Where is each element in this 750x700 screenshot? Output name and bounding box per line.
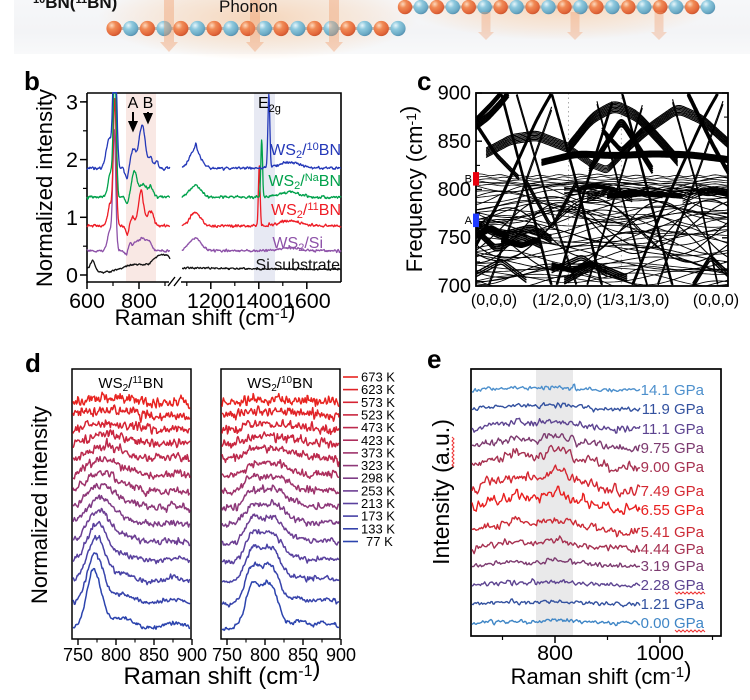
- svg-text:11.9 GPa: 11.9 GPa: [642, 401, 705, 418]
- svg-text:253 K: 253 K: [361, 483, 395, 498]
- svg-text:WS2/10BN: WS2/10BN: [270, 141, 341, 161]
- svg-text:323 K: 323 K: [361, 458, 395, 473]
- svg-text:d: d: [25, 348, 41, 378]
- svg-text:800: 800: [537, 641, 573, 665]
- svg-text:e: e: [427, 344, 441, 374]
- svg-text:c: c: [417, 66, 431, 96]
- svg-text:10BN(11BN): 10BN(11BN): [33, 0, 117, 12]
- svg-text:5.41 GPa: 5.41 GPa: [641, 524, 705, 541]
- svg-text:750: 750: [63, 645, 93, 665]
- svg-text:298 K: 298 K: [361, 471, 395, 486]
- svg-text:1600: 1600: [283, 289, 331, 313]
- svg-text:1.21 GPa: 1.21 GPa: [641, 596, 705, 613]
- svg-text:9.75 GPa: 9.75 GPa: [641, 440, 705, 457]
- svg-text:800: 800: [250, 645, 280, 665]
- svg-text:Si substrate: Si substrate: [256, 257, 341, 274]
- svg-text:750: 750: [438, 227, 471, 249]
- svg-text:800: 800: [438, 179, 471, 201]
- svg-text:623 K: 623 K: [361, 382, 395, 397]
- svg-text:133 K: 133 K: [361, 521, 395, 536]
- svg-text:213 K: 213 K: [361, 496, 395, 511]
- svg-text:373 K: 373 K: [361, 445, 395, 460]
- svg-text:7.49 GPa: 7.49 GPa: [641, 483, 705, 500]
- svg-text:77 K: 77 K: [366, 534, 393, 549]
- svg-text:WS2/10BN: WS2/10BN: [247, 375, 313, 394]
- svg-text:1400: 1400: [235, 289, 283, 313]
- svg-text:Phonon: Phonon: [219, 0, 278, 16]
- svg-text:2: 2: [66, 148, 78, 172]
- svg-text:WS2/NaBN: WS2/NaBN: [268, 172, 341, 192]
- svg-text:B: B: [465, 174, 472, 186]
- svg-text:423 K: 423 K: [361, 433, 395, 448]
- svg-text:750: 750: [212, 645, 242, 665]
- svg-text:Frequency (cm-1): Frequency (cm-1): [396, 106, 427, 273]
- svg-text:0: 0: [66, 264, 78, 288]
- svg-text:1200: 1200: [187, 289, 235, 313]
- svg-text:173 K: 173 K: [361, 509, 395, 524]
- svg-text:800: 800: [121, 289, 157, 313]
- svg-text:14.1 GPa: 14.1 GPa: [641, 382, 705, 399]
- svg-text:(1/2,0,0): (1/2,0,0): [532, 292, 592, 309]
- svg-text:0.00 GPa: 0.00 GPa: [641, 615, 705, 632]
- svg-text:600: 600: [69, 289, 105, 313]
- svg-text:(1/3,1/3,0): (1/3,1/3,0): [597, 292, 670, 309]
- svg-text:900: 900: [438, 83, 471, 105]
- svg-text:473 K: 473 K: [361, 420, 395, 435]
- svg-text:Normalized intensity: Normalized intensity: [27, 406, 52, 604]
- svg-text:6.55 GPa: 6.55 GPa: [641, 502, 705, 519]
- svg-text:700: 700: [438, 276, 471, 298]
- svg-text:800: 800: [101, 645, 131, 665]
- svg-text:11.1 GPa: 11.1 GPa: [642, 421, 705, 438]
- svg-text:1: 1: [66, 206, 78, 230]
- svg-text:523 K: 523 K: [361, 407, 395, 422]
- svg-text:2.28 GPa: 2.28 GPa: [641, 577, 705, 594]
- svg-text:673 K: 673 K: [361, 370, 395, 385]
- svg-text:A: A: [465, 215, 473, 227]
- svg-text:Intensity (a.u.): Intensity (a.u.): [428, 419, 454, 565]
- svg-text:9.00 GPa: 9.00 GPa: [641, 459, 705, 476]
- svg-text:Normalized intensity: Normalized intensity: [32, 89, 57, 287]
- svg-text:B: B: [143, 95, 154, 112]
- svg-text:(0,0,0): (0,0,0): [471, 292, 517, 309]
- svg-text:b: b: [24, 66, 40, 96]
- svg-text:WS2/Si: WS2/Si: [272, 235, 323, 254]
- svg-text:850: 850: [288, 645, 318, 665]
- svg-text:900: 900: [177, 645, 207, 665]
- svg-text:1000: 1000: [636, 641, 684, 665]
- svg-text:WS2/11BN: WS2/11BN: [271, 201, 341, 221]
- svg-text:3.19 GPa: 3.19 GPa: [641, 558, 705, 575]
- svg-text:4.44 GPa: 4.44 GPa: [641, 541, 705, 558]
- svg-text:WS2/11BN: WS2/11BN: [98, 375, 163, 394]
- svg-text:900: 900: [326, 645, 356, 665]
- svg-text:(0,0,0): (0,0,0): [693, 292, 739, 309]
- svg-text:850: 850: [438, 131, 471, 153]
- svg-text:573 K: 573 K: [361, 395, 395, 410]
- svg-text:850: 850: [139, 645, 169, 665]
- svg-text:3: 3: [66, 90, 78, 114]
- svg-text:A: A: [128, 95, 139, 112]
